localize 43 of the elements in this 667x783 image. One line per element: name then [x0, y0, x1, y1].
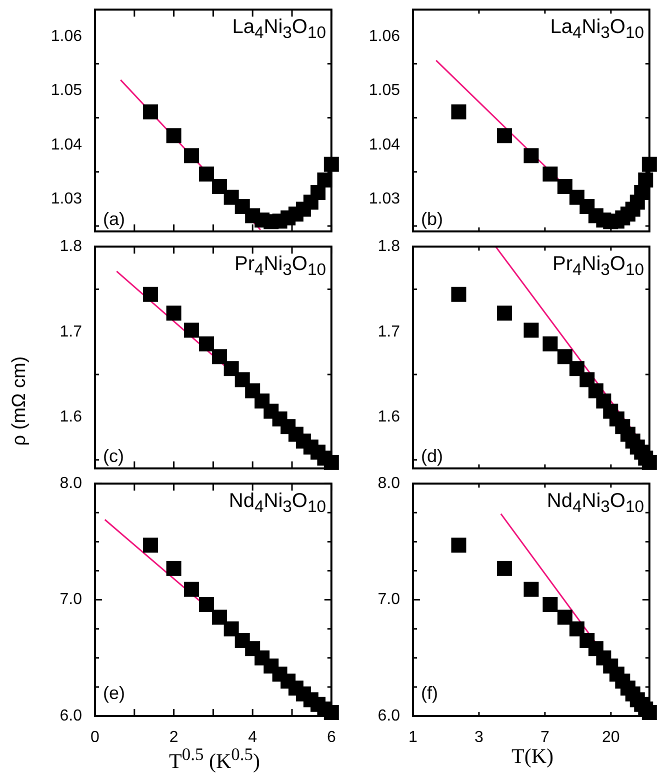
x-tick-label: 7	[540, 729, 550, 746]
annotation: Nd$_{4}$Ni$_{3}$O$_{10}$	[546, 490, 644, 516]
annotation: (a)	[103, 209, 125, 229]
x-tick-label: 0	[90, 729, 100, 746]
x-axis-title: T$^{0.5}$ (K$^{0.5}$)	[169, 744, 260, 773]
y-tick-label: 1.8	[60, 238, 82, 256]
y-tick-label: 6.0	[378, 707, 400, 724]
y-tick-label: 1.03	[368, 190, 400, 208]
y-axis-title: ρ (mΩ cm)	[9, 356, 31, 446]
y-tick-label: 1.06	[50, 28, 82, 46]
annotation: La$_{4}$Ni$_{3}$O$_{10}$	[550, 16, 644, 42]
x-tick-label: 3	[474, 729, 484, 746]
annotation: (d)	[421, 446, 443, 466]
x-tick-label: 1	[408, 729, 418, 746]
y-tick-label: 1.05	[50, 82, 82, 100]
x-axis-title: T(K)	[512, 744, 554, 768]
x-tick-label: 4	[248, 729, 258, 746]
y-tick-label: 1.6	[60, 408, 82, 426]
annotation: (b)	[421, 209, 443, 229]
y-tick-label: 1.7	[60, 323, 82, 340]
y-tick-label: 8.0	[60, 475, 82, 492]
y-tick-label: 7.0	[378, 591, 400, 608]
annotation: La$_{4}$Ni$_{3}$O$_{10}$	[232, 16, 326, 42]
annotation: (e)	[103, 683, 125, 703]
x-tick-label: 6	[326, 729, 336, 746]
annotation: (f)	[421, 683, 438, 703]
y-tick-label: 6.0	[60, 707, 82, 724]
y-tick-label: 1.7	[378, 323, 400, 340]
y-tick-label: 1.04	[50, 136, 82, 154]
annotation: (c)	[103, 446, 124, 466]
y-tick-label: 7.0	[60, 591, 82, 608]
annotation: Pr$_{4}$Ni$_{3}$O$_{10}$	[234, 253, 326, 279]
y-tick-label: 1.03	[50, 190, 82, 208]
y-tick-label: 1.6	[378, 408, 400, 426]
y-tick-label: 1.8	[378, 238, 400, 256]
y-tick-label: 1.05	[368, 82, 400, 100]
x-tick-label: 2	[169, 729, 178, 746]
x-tick-label: 20	[602, 729, 620, 746]
annotation: Pr$_{4}$Ni$_{3}$O$_{10}$	[552, 253, 644, 279]
annotation: Nd$_{4}$Ni$_{3}$O$_{10}$	[228, 490, 326, 516]
y-tick-label: 1.06	[368, 28, 400, 46]
y-tick-label: 1.04	[368, 136, 400, 154]
y-tick-label: 8.0	[378, 475, 400, 492]
